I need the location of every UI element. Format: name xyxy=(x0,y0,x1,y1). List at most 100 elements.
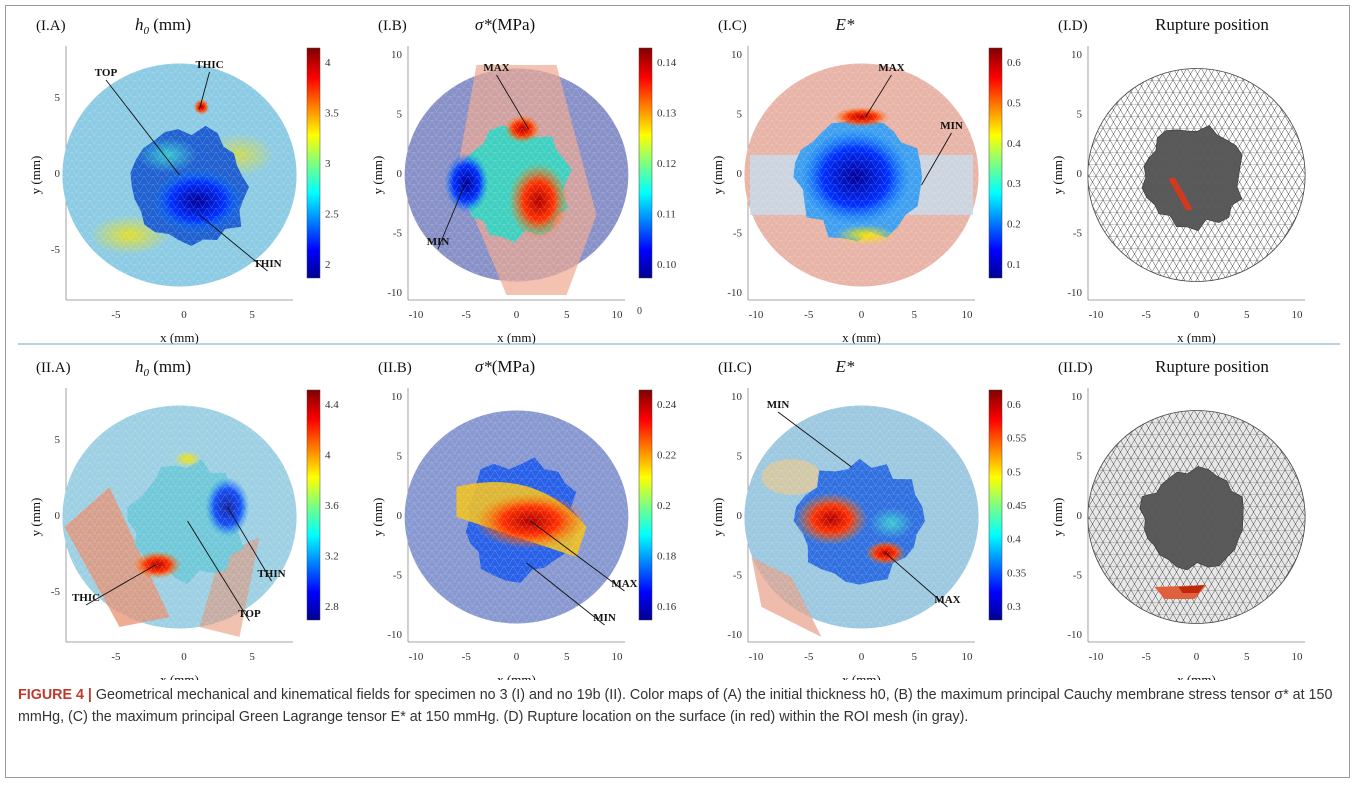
annotation-leader xyxy=(530,520,625,592)
caption-text: Geometrical mechanical and kinematical f… xyxy=(18,687,1333,725)
x-tick-label: -10 xyxy=(749,309,764,321)
panel-i-a: (I.A) h0 (mm) -5 0 5 5 0 -5 x (mm) y (mm) 4 3.5 3 2.5… xyxy=(28,15,339,345)
mesh-overlay xyxy=(404,68,629,282)
field-map xyxy=(744,405,979,637)
y-tick-label: 10 xyxy=(391,49,403,61)
y-tick-label: -5 xyxy=(733,570,743,582)
colorbar-tick-label: 0.5 xyxy=(1007,97,1021,109)
y-axis-label: y (mm) xyxy=(710,156,725,195)
y-tick-label: 5 xyxy=(737,451,743,463)
y-tick-label: 0 xyxy=(397,510,403,522)
colorbar xyxy=(638,47,653,279)
x-tick-label: 10 xyxy=(1292,309,1304,321)
annotation-max: MAX xyxy=(878,62,904,74)
figure-canvas: (I.A) h0 (mm) -5 0 5 5 0 -5 x (mm) y (mm) 4 3.5 3 2.5… xyxy=(18,15,1340,680)
x-tick-label: -5 xyxy=(462,309,472,321)
x-tick-label: -10 xyxy=(749,651,764,663)
y-tick-label: 0 xyxy=(737,168,743,180)
colorbar-tick-label: 0.24 xyxy=(657,399,677,411)
y-tick-label: 0 xyxy=(55,510,61,522)
colorbar-tick-label: 3.5 xyxy=(325,108,339,120)
y-axis-label: y (mm) xyxy=(1050,156,1065,195)
x-tick-label: 5 xyxy=(564,651,570,663)
x-axis-label: x (mm) xyxy=(497,672,536,680)
rupture-region-core xyxy=(1178,585,1205,593)
annotation-leader xyxy=(199,71,210,110)
roi-mesh-lines xyxy=(1141,125,1243,231)
rupture-region xyxy=(1168,177,1193,211)
colorbar-tick-label: 2.5 xyxy=(325,209,339,221)
colorbar-tick-label: 0.3 xyxy=(1007,178,1021,190)
x-axis-label: x (mm) xyxy=(842,330,881,345)
mesh-overlay xyxy=(744,63,979,287)
color-field xyxy=(404,410,629,624)
annotation-max: MAX xyxy=(483,62,509,74)
colorbar-tick-label: 0.35 xyxy=(1007,567,1027,579)
panel-i-c: (I.C) E* -10 -5 0 5 10 10 5 0 -5 -10 x (mm) y (mm) 0.6… xyxy=(710,15,1021,345)
panel-label: (II.C) xyxy=(718,360,752,376)
colorbar-tick-label: 0.4 xyxy=(1007,138,1021,150)
panel-i-d: (I.D) Rupture position -10 -5 0 5 10 10 5 0 -5 -10 x… xyxy=(1050,15,1306,345)
colorbar-tick-label: 0.2 xyxy=(1007,219,1021,231)
x-tick-label: 5 xyxy=(1244,651,1250,663)
x-tick-label-extra: 0 xyxy=(637,306,642,317)
color-field xyxy=(62,405,297,637)
colorbar-tick-label: 0.2 xyxy=(657,500,671,512)
y-tick-label: -5 xyxy=(393,570,403,582)
colorbar-tick-label: 4.4 xyxy=(325,399,339,411)
x-tick-label: -5 xyxy=(462,651,472,663)
x-axis-label: x (mm) xyxy=(1177,672,1216,680)
roi-mesh-lines xyxy=(1140,466,1244,570)
panel-title: h0 (mm) xyxy=(135,15,191,37)
color-field xyxy=(744,63,979,287)
y-tick-label: 5 xyxy=(55,92,61,104)
field-map xyxy=(62,405,297,637)
panel-label: (I.B) xyxy=(378,18,407,34)
panel-label: (I.C) xyxy=(718,18,747,34)
panel-ii-c: (II.C) E* -10 -5 0 5 10 10 5 0 -5 -10 x (mm) y (mm) 0.… xyxy=(710,357,1027,680)
y-tick-label: 10 xyxy=(1071,49,1083,61)
y-tick-label: -10 xyxy=(387,629,402,641)
x-tick-label: 10 xyxy=(962,651,974,663)
colorbar-tick-label: 0.5 xyxy=(1007,466,1021,478)
x-tick-label: 10 xyxy=(962,309,974,321)
x-tick-label: 0 xyxy=(1194,651,1200,663)
y-tick-label: -5 xyxy=(393,228,403,240)
x-tick-label: -10 xyxy=(1089,309,1104,321)
panel-ii-d: (II.D) Rupture position -10 -5 0 5 10 10 5 0 -5 -10… xyxy=(1050,357,1306,680)
field-map xyxy=(62,63,297,287)
y-tick-label: -5 xyxy=(1073,228,1083,240)
x-tick-label: 10 xyxy=(612,651,624,663)
colorbar xyxy=(306,389,321,621)
annotation-thic: THIC xyxy=(195,59,223,71)
x-tick-label: -5 xyxy=(804,651,814,663)
x-tick-label: -10 xyxy=(409,651,424,663)
x-tick-label: 0 xyxy=(514,309,520,321)
colorbar-tick-label: 2 xyxy=(325,259,331,271)
annotation-min: MIN xyxy=(427,236,450,248)
annotation-min: MIN xyxy=(767,399,790,411)
y-tick-label: -5 xyxy=(733,228,743,240)
y-tick-label: 0 xyxy=(1077,168,1083,180)
panel-i-b: (I.B) σ*(MPa) -10 -5 0 5 10 10 5 0 -5 -10 0 x (mm) y (… xyxy=(370,15,677,345)
y-tick-label: 5 xyxy=(55,434,61,446)
plot-area xyxy=(1087,46,1306,301)
x-tick-label: 5 xyxy=(249,651,255,663)
mesh-overlay xyxy=(404,410,629,624)
colorbar-tick-label: 3.6 xyxy=(325,500,339,512)
y-tick-label: -10 xyxy=(727,629,742,641)
annotation-leader xyxy=(199,214,268,272)
colorbar-tick-label: 0.6 xyxy=(1007,399,1021,411)
x-tick-label: -5 xyxy=(1142,651,1152,663)
x-tick-label: 5 xyxy=(912,651,918,663)
y-axis-label: y (mm) xyxy=(1050,498,1065,537)
y-tick-label: 10 xyxy=(391,391,403,403)
panel-title: E* xyxy=(835,15,855,34)
panel-label: (II.B) xyxy=(378,360,412,376)
colorbar-tick-label: 0.10 xyxy=(657,259,677,271)
x-tick-label: 10 xyxy=(1292,651,1304,663)
y-tick-label: 10 xyxy=(1071,391,1083,403)
panel-ii-a: (II.A) h0 (mm) -5 0 5 5 0 -5 x (mm) y (mm) 4.4 4 3.6… xyxy=(28,357,339,680)
annotation-leader xyxy=(865,74,892,118)
panel-label: (I.D) xyxy=(1058,18,1088,34)
